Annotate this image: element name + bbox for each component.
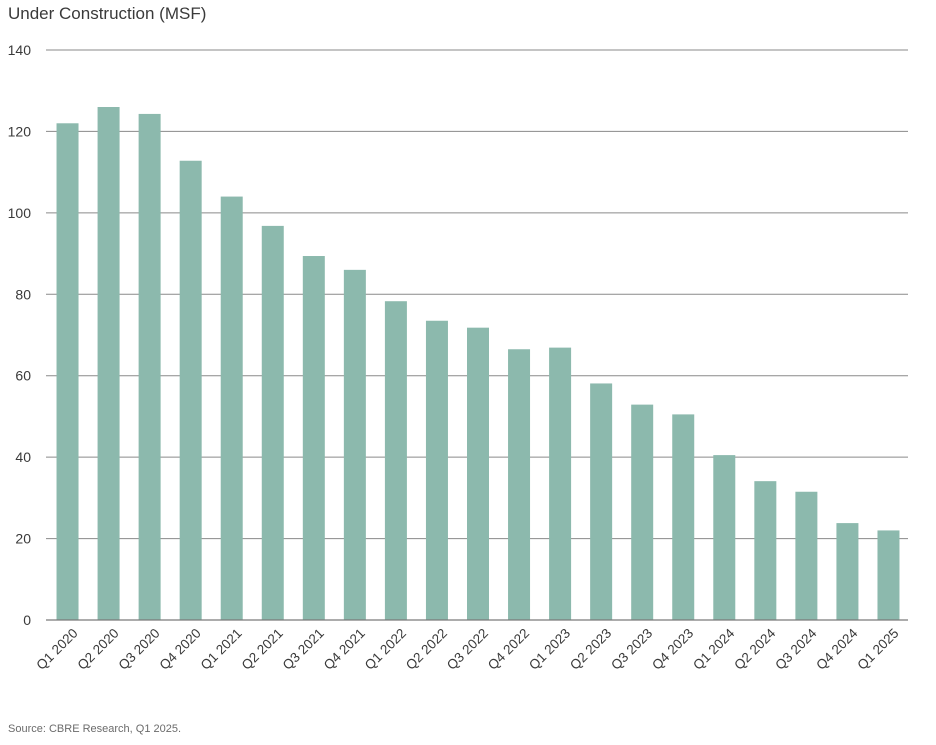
y-tick-label: 80 [15,286,31,302]
bar [467,327,489,620]
x-tick-label: Q3 2024 [772,625,820,673]
x-tick-label: Q2 2023 [567,626,614,673]
x-tick-label: Q1 2024 [690,625,738,673]
x-tick-label: Q3 2021 [280,626,327,673]
bar [138,113,161,621]
x-tick-label: Q1 2023 [526,626,573,673]
y-tick-label: 40 [15,449,31,465]
y-tick-label: 100 [8,205,32,221]
chart-title: Under Construction (MSF) [8,4,207,23]
y-tick-label: 140 [8,42,32,58]
bar [220,196,243,621]
bar [672,414,695,620]
bar [713,455,736,620]
x-tick-label: Q1 2025 [854,626,901,673]
bar [425,320,448,620]
bar [836,523,859,620]
bar [261,225,284,620]
x-tick-label: Q4 2021 [321,626,368,673]
bar [179,160,202,620]
bar [754,481,777,620]
bar [302,256,325,620]
y-tick-label: 120 [8,123,32,139]
bar [508,349,531,620]
y-axis-tick-labels: 0 20 40 60 80 100 120 140 [8,42,32,628]
x-tick-label: Q2 2022 [403,626,450,673]
x-tick-label: Q3 2020 [116,626,163,673]
bar [56,123,79,621]
x-tick-label: Q4 2020 [157,626,204,673]
bar [549,347,572,620]
x-tick-label: Q1 2022 [362,626,409,673]
x-tick-label: Q4 2023 [649,626,696,673]
x-tick-label: Q2 2024 [731,625,779,673]
bar [590,383,613,620]
bar [877,530,900,620]
x-tick-label: Q4 2022 [485,626,532,673]
x-tick-label: Q2 2020 [74,626,121,673]
bar [97,107,120,620]
y-tick-label: 20 [15,531,31,547]
bars [56,107,900,621]
source-note: Source: CBRE Research, Q1 2025. [8,723,182,735]
bar [343,269,366,620]
x-tick-label: Q3 2022 [444,626,491,673]
y-tick-label: 0 [23,612,31,628]
bar [631,404,654,620]
x-tick-label: Q4 2024 [813,625,861,673]
y-tick-label: 60 [15,368,31,384]
x-tick-label: Q3 2023 [608,626,655,673]
bar [384,301,407,620]
bar [795,491,818,620]
x-tick-label: Q1 2021 [198,626,245,673]
x-tick-label: Q2 2021 [239,626,286,673]
x-tick-label: Q1 2020 [33,626,80,673]
